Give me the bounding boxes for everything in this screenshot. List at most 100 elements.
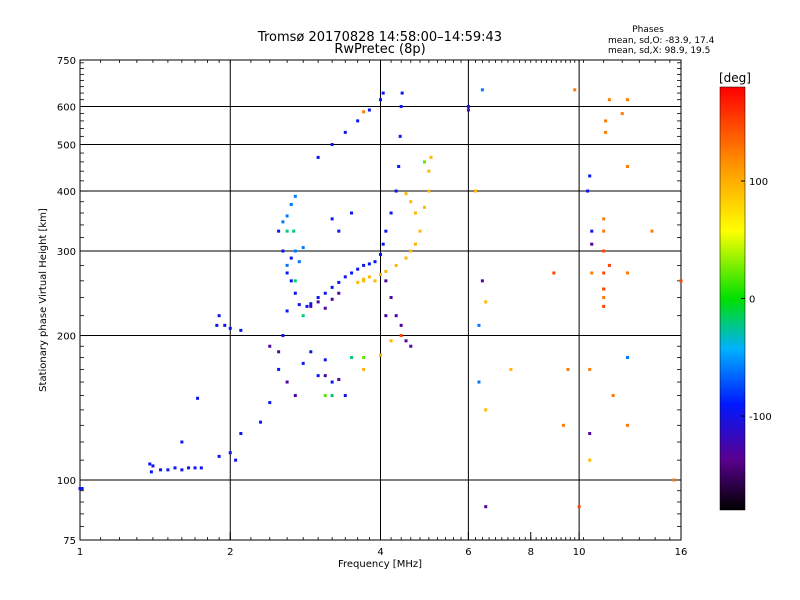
data-point bbox=[239, 328, 243, 332]
data-point bbox=[566, 367, 570, 371]
data-point bbox=[389, 296, 393, 300]
data-point bbox=[343, 394, 347, 398]
data-point bbox=[293, 279, 297, 283]
y-tick-label: 400 bbox=[57, 187, 76, 198]
data-point bbox=[409, 249, 413, 253]
data-point bbox=[577, 505, 581, 509]
data-point bbox=[337, 229, 341, 233]
data-point bbox=[602, 271, 606, 275]
data-point bbox=[196, 396, 200, 400]
phases-legend-o: mean, sd,O: -83.9, 17.4 bbox=[608, 36, 715, 46]
data-point bbox=[404, 192, 408, 196]
data-point bbox=[293, 394, 297, 398]
data-point bbox=[602, 296, 606, 300]
data-point bbox=[394, 189, 398, 193]
data-point bbox=[590, 271, 594, 275]
data-point bbox=[234, 458, 238, 462]
data-point bbox=[484, 408, 488, 412]
data-point bbox=[159, 468, 163, 472]
data-point bbox=[384, 314, 388, 318]
data-point bbox=[588, 367, 592, 371]
data-point bbox=[409, 200, 413, 204]
data-point bbox=[394, 314, 398, 318]
data-point bbox=[381, 91, 385, 95]
data-point bbox=[397, 164, 401, 168]
data-point bbox=[268, 344, 272, 348]
data-point bbox=[180, 440, 184, 444]
chart-subtitle: RwPretec (8p) bbox=[334, 42, 425, 57]
data-point bbox=[509, 367, 513, 371]
data-point bbox=[389, 339, 393, 343]
data-point bbox=[409, 344, 413, 348]
data-point bbox=[429, 155, 433, 159]
data-point bbox=[399, 334, 403, 338]
data-point bbox=[367, 108, 371, 112]
data-point bbox=[398, 134, 402, 138]
data-point bbox=[586, 189, 590, 193]
data-point bbox=[362, 277, 366, 281]
data-point bbox=[285, 229, 289, 233]
data-point bbox=[350, 271, 354, 275]
data-point bbox=[330, 143, 334, 147]
y-tick-label: 100 bbox=[57, 476, 76, 487]
data-point bbox=[285, 380, 289, 384]
data-point bbox=[590, 229, 594, 233]
data-point bbox=[305, 304, 309, 308]
data-point bbox=[228, 326, 232, 330]
x-tick-label: 6 bbox=[465, 547, 471, 558]
data-point bbox=[343, 130, 347, 134]
y-axis-label: Stationary phase Virtual Height [km] bbox=[38, 208, 49, 392]
data-point bbox=[323, 291, 327, 295]
data-point bbox=[289, 256, 293, 260]
colorbar-label: [deg] bbox=[719, 71, 751, 85]
data-point bbox=[399, 105, 403, 109]
data-point bbox=[384, 279, 388, 283]
data-point bbox=[389, 211, 393, 215]
data-point bbox=[400, 91, 404, 95]
data-point bbox=[330, 217, 334, 221]
data-point bbox=[173, 466, 177, 470]
data-point bbox=[413, 211, 417, 215]
data-point bbox=[187, 466, 191, 470]
data-point bbox=[193, 466, 197, 470]
data-point bbox=[373, 260, 377, 264]
data-point bbox=[309, 304, 313, 308]
data-point bbox=[362, 367, 366, 371]
colorbar-tick-label: 100 bbox=[749, 177, 768, 188]
y-tick-label: 750 bbox=[57, 56, 76, 67]
data-point bbox=[301, 361, 305, 365]
data-point bbox=[293, 291, 297, 295]
data-point bbox=[309, 302, 313, 306]
data-point bbox=[330, 285, 334, 289]
data-point bbox=[679, 279, 683, 283]
data-point bbox=[239, 432, 243, 436]
x-tick-label: 4 bbox=[377, 547, 383, 558]
phases-legend-title: Phases bbox=[632, 25, 664, 35]
data-point bbox=[625, 98, 629, 102]
data-points bbox=[78, 88, 683, 509]
data-point bbox=[672, 478, 676, 482]
y-tick-label: 200 bbox=[57, 332, 76, 343]
data-point bbox=[281, 220, 285, 224]
data-point bbox=[362, 279, 366, 283]
data-point bbox=[379, 253, 382, 257]
data-point bbox=[281, 334, 285, 338]
data-point bbox=[602, 287, 606, 291]
data-point bbox=[394, 263, 398, 267]
data-point bbox=[484, 300, 488, 304]
data-point bbox=[166, 468, 170, 472]
data-point bbox=[337, 280, 341, 284]
data-point bbox=[625, 164, 629, 168]
data-point bbox=[379, 273, 382, 277]
data-point bbox=[330, 297, 334, 301]
data-point bbox=[588, 458, 592, 462]
data-point bbox=[297, 260, 301, 264]
data-point bbox=[379, 98, 382, 102]
data-point bbox=[297, 303, 301, 307]
x-tick-label: 10 bbox=[573, 547, 586, 558]
data-point bbox=[323, 374, 327, 378]
data-point bbox=[367, 262, 371, 266]
data-point bbox=[373, 279, 377, 283]
data-point bbox=[480, 279, 484, 283]
